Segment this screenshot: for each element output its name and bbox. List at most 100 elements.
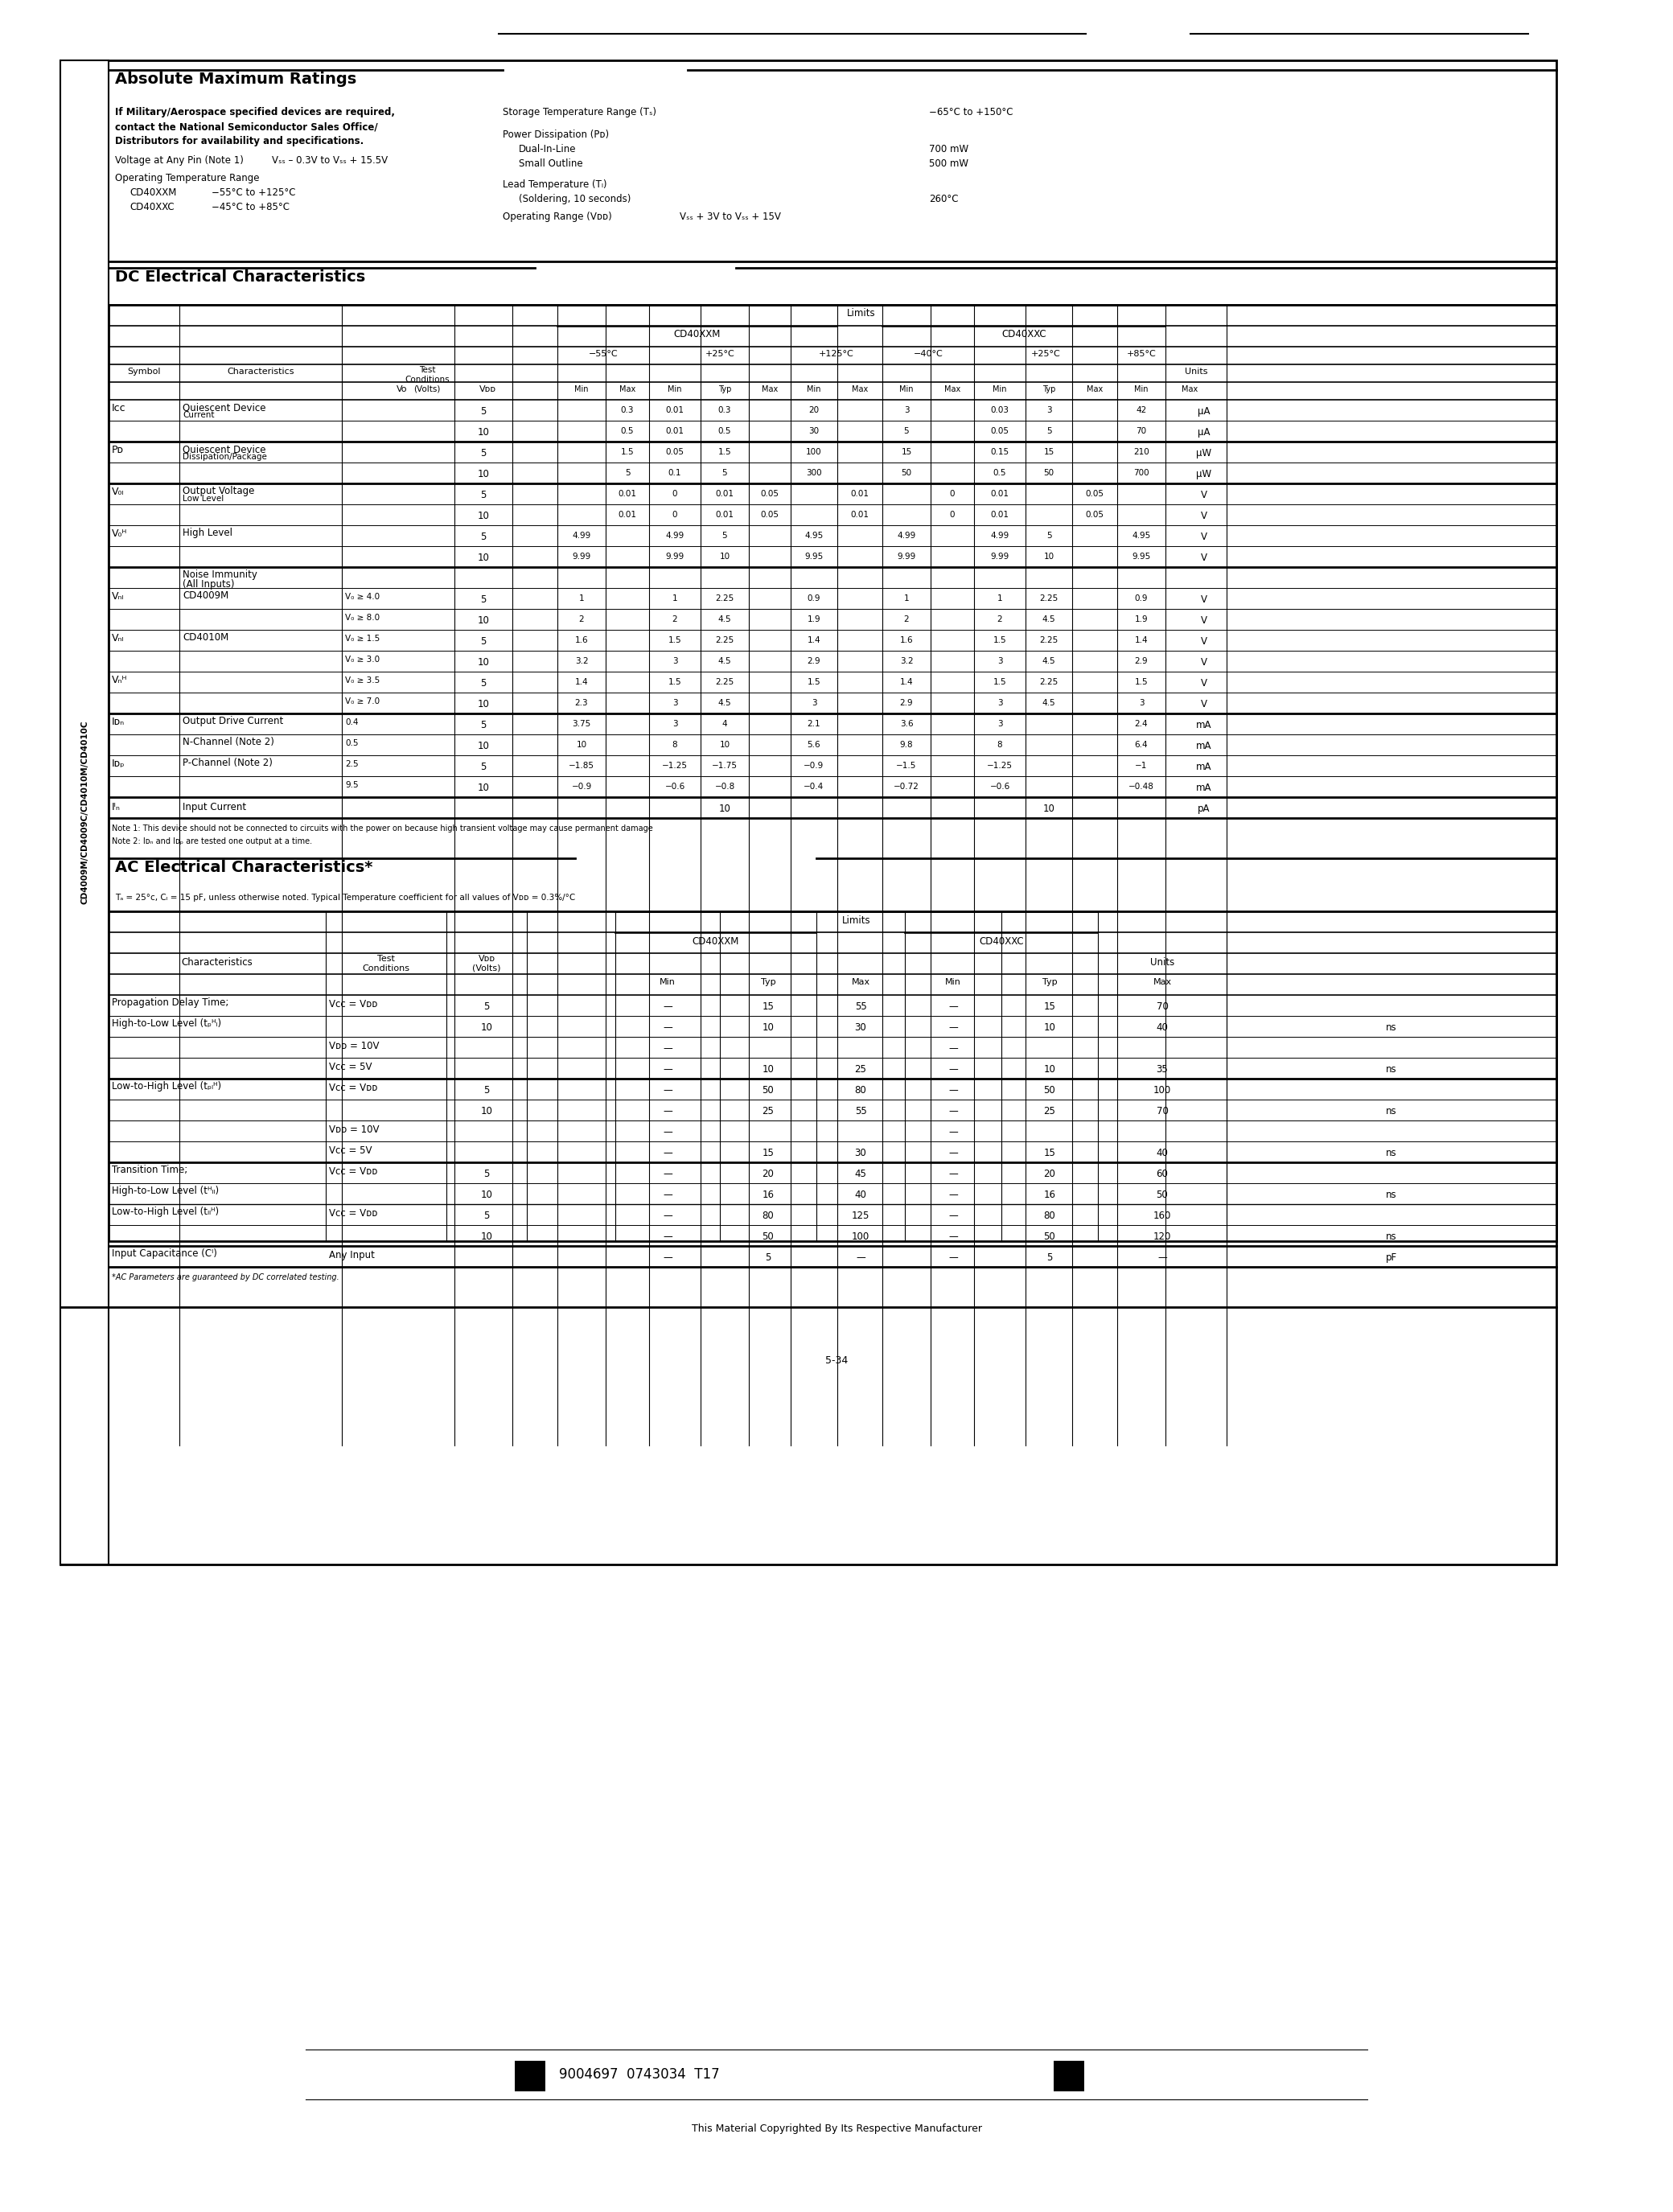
Text: 5: 5 (624, 469, 631, 478)
Text: Min: Min (1134, 385, 1148, 394)
Text: V₀ ≥ 4.0: V₀ ≥ 4.0 (345, 593, 380, 602)
Text: 60: 60 (1156, 1168, 1168, 1179)
Text: 0.03: 0.03 (990, 407, 1009, 414)
Text: +25°C: +25°C (704, 349, 734, 358)
Text: 3.2: 3.2 (576, 657, 589, 666)
Text: 25: 25 (855, 1064, 867, 1075)
Text: 10: 10 (576, 741, 587, 750)
Text: 50: 50 (1156, 1190, 1168, 1201)
Text: Characteristics: Characteristics (181, 958, 253, 967)
Text: −1: −1 (1136, 761, 1148, 770)
Text: Vₙᴴ: Vₙᴴ (112, 675, 127, 686)
Text: 210: 210 (1133, 449, 1149, 456)
Text: 0.4: 0.4 (345, 719, 358, 726)
Text: 0.05: 0.05 (990, 427, 1009, 436)
Text: 10: 10 (477, 699, 490, 710)
Text: —: — (663, 1168, 673, 1179)
Text: 2.9: 2.9 (1134, 657, 1148, 666)
Text: 2.1: 2.1 (808, 719, 821, 728)
Text: −0.9: −0.9 (803, 761, 825, 770)
Text: V₀ₗ: V₀ₗ (112, 487, 124, 498)
Text: DC Electrical Characteristics: DC Electrical Characteristics (115, 270, 365, 285)
Text: 700: 700 (1133, 469, 1149, 478)
Text: Input Current: Input Current (182, 803, 246, 812)
Text: 1.5: 1.5 (994, 679, 1007, 686)
Text: 4.5: 4.5 (1042, 657, 1056, 666)
Text: 1.4: 1.4 (808, 637, 821, 644)
Text: 0.5: 0.5 (345, 739, 358, 748)
Text: 2.5: 2.5 (345, 761, 358, 768)
Text: 0: 0 (950, 489, 955, 498)
Text: Transition Time;: Transition Time; (112, 1166, 187, 1175)
Text: 50: 50 (763, 1232, 775, 1241)
Text: 15: 15 (1044, 1148, 1056, 1159)
Text: 50: 50 (763, 1086, 775, 1095)
Text: 8: 8 (673, 741, 678, 750)
Text: 45: 45 (855, 1168, 867, 1179)
Text: Test
Conditions: Test Conditions (363, 956, 410, 971)
Text: 120: 120 (1153, 1232, 1171, 1241)
Text: 2.4: 2.4 (1134, 719, 1148, 728)
Text: μA: μA (1198, 427, 1210, 438)
Text: 9.99: 9.99 (897, 553, 915, 560)
Text: pA: pA (1198, 803, 1210, 814)
Text: —: — (663, 1126, 673, 1137)
Text: 40: 40 (1156, 1148, 1168, 1159)
Text: V₀ ≥ 7.0: V₀ ≥ 7.0 (345, 697, 380, 706)
Text: 0.5: 0.5 (718, 427, 731, 436)
Text: Vᴄᴄ = Vᴅᴅ: Vᴄᴄ = Vᴅᴅ (330, 1000, 378, 1009)
Text: 70: 70 (1156, 1106, 1168, 1117)
Text: 10: 10 (763, 1064, 775, 1075)
Text: 5: 5 (903, 427, 908, 436)
Text: Max: Max (852, 385, 868, 394)
Text: 16: 16 (1044, 1190, 1056, 1201)
Text: 5: 5 (480, 679, 487, 688)
Text: 3: 3 (1139, 699, 1144, 708)
Text: Storage Temperature Range (Tₛ): Storage Temperature Range (Tₛ) (502, 106, 656, 117)
Text: 3: 3 (673, 719, 678, 728)
Text: Min: Min (668, 385, 683, 394)
Text: 0.3: 0.3 (718, 407, 731, 414)
Text: 0.01: 0.01 (990, 489, 1009, 498)
Text: −0.8: −0.8 (714, 783, 734, 790)
Text: 0.9: 0.9 (808, 595, 821, 602)
Text: Low Level: Low Level (182, 495, 224, 502)
Text: 1.4: 1.4 (1134, 637, 1148, 644)
Text: 3: 3 (997, 699, 1002, 708)
Text: 10: 10 (480, 1022, 492, 1033)
Text: —: — (949, 1168, 959, 1179)
Text: CD4009M: CD4009M (182, 591, 229, 602)
Text: —: — (949, 1044, 959, 1053)
Bar (60, 60, 1556, 1564)
Text: 0.5: 0.5 (994, 469, 1007, 478)
Text: 10: 10 (719, 741, 729, 750)
Text: Typ: Typ (1042, 978, 1057, 987)
Text: 40: 40 (1156, 1022, 1168, 1033)
Text: 0.3: 0.3 (621, 407, 634, 414)
Text: +25°C: +25°C (1031, 349, 1061, 358)
Text: CD40XXM: CD40XXM (693, 936, 739, 947)
Text: 0.01: 0.01 (666, 407, 684, 414)
Text: 50: 50 (1044, 469, 1054, 478)
Text: 4.99: 4.99 (990, 531, 1009, 540)
Text: CD40XXC: CD40XXC (129, 201, 174, 212)
Text: 3: 3 (997, 657, 1002, 666)
Text: Vᴅᴅ = 10V: Vᴅᴅ = 10V (330, 1042, 380, 1051)
Text: Vᴄᴄ = 5V: Vᴄᴄ = 5V (330, 1146, 371, 1157)
Text: 1.6: 1.6 (900, 637, 913, 644)
Text: 5: 5 (483, 1086, 490, 1095)
Text: Pᴅ: Pᴅ (112, 445, 124, 456)
Text: V: V (1201, 511, 1208, 522)
Text: 5: 5 (480, 761, 487, 772)
Text: mA: mA (1196, 741, 1211, 752)
Text: 9.8: 9.8 (900, 741, 913, 750)
Text: +85°C: +85°C (1126, 349, 1156, 358)
Text: 2: 2 (997, 615, 1002, 624)
Text: Low-to-High Level (tₗₗᴴ): Low-to-High Level (tₗₗᴴ) (112, 1206, 219, 1217)
Text: 2.25: 2.25 (1039, 595, 1059, 602)
Text: pF: pF (1385, 1252, 1397, 1263)
Text: Output Voltage: Output Voltage (182, 487, 254, 495)
Text: V: V (1201, 615, 1208, 626)
Text: 9.5: 9.5 (345, 781, 358, 790)
Text: 15: 15 (763, 1148, 775, 1159)
